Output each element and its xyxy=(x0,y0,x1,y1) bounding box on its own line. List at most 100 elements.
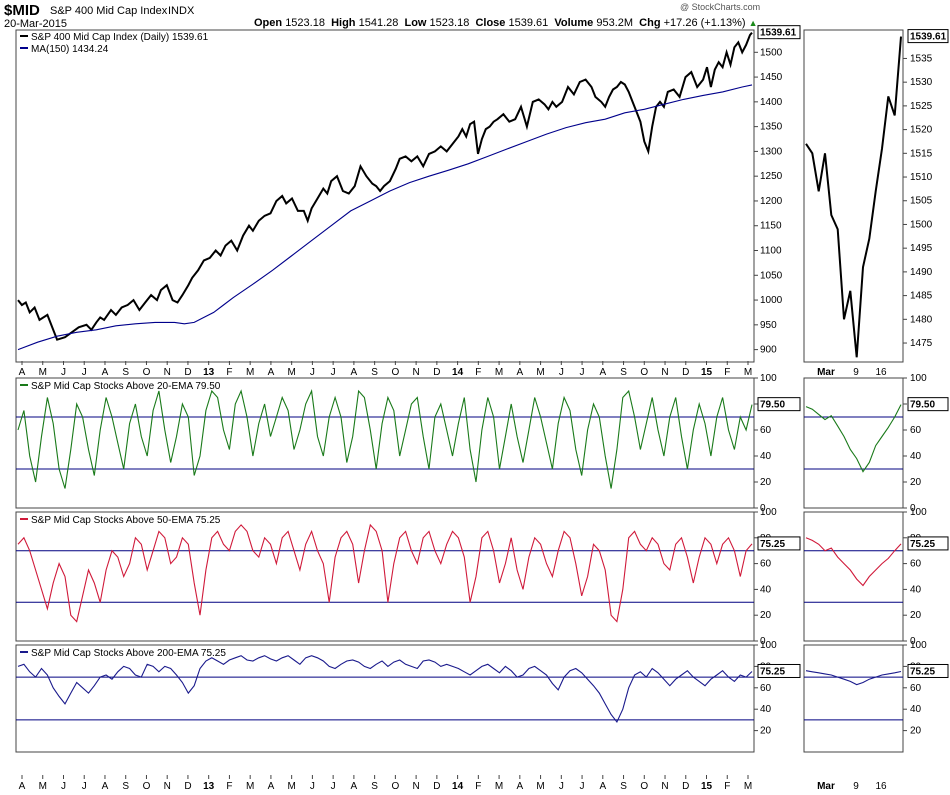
x-axis-label: S xyxy=(620,781,627,792)
y-tick-label: 1250 xyxy=(760,171,783,182)
x-axis-label: N xyxy=(661,367,668,378)
x-axis-label: O xyxy=(143,781,151,792)
x-axis-label: D xyxy=(682,781,689,792)
y-tick-label: 950 xyxy=(760,320,777,331)
chg-value: +17.26 (+1.13%) xyxy=(663,17,746,29)
high-value: 1541.28 xyxy=(358,17,399,29)
y-tick-label: 1480 xyxy=(910,314,933,325)
detail-x-axis-label: Mar xyxy=(817,367,835,378)
series-line-primary xyxy=(805,537,902,587)
x-axis-label: A xyxy=(599,367,606,378)
volume-value: 953.2M xyxy=(596,17,634,29)
y-tick-label: 100 xyxy=(760,373,777,384)
open-label: Open xyxy=(254,17,283,29)
y-tick-label: 1485 xyxy=(910,291,933,302)
x-axis-label: 14 xyxy=(452,367,464,378)
detail-x-axis-label: 16 xyxy=(875,367,887,378)
open-value: 1523.18 xyxy=(285,17,325,29)
detail-x-axis-label: Mar xyxy=(817,781,835,792)
x-axis-label: D xyxy=(433,367,440,378)
x-axis-label: O xyxy=(391,367,399,378)
index-name: S&P 400 Mid Cap Index xyxy=(50,5,168,17)
y-tick-label: 60 xyxy=(760,425,772,436)
y-tick-label: 1100 xyxy=(760,246,782,257)
x-axis-label: F xyxy=(475,367,481,378)
x-axis-label: N xyxy=(412,781,419,792)
x-axis-label: M xyxy=(744,781,752,792)
x-axis-label: F xyxy=(226,367,232,378)
low-value: 1523.18 xyxy=(429,17,470,29)
x-axis-label: N xyxy=(412,367,419,378)
close-value: 1539.61 xyxy=(508,17,549,29)
last-value-label: 79.50 xyxy=(910,400,935,411)
x-axis-label: S xyxy=(371,781,378,792)
panel-title: S&P Mid Cap Stocks Above 200-EMA 75.25 xyxy=(31,648,226,659)
y-tick-label: 40 xyxy=(760,704,772,715)
x-axis-label: J xyxy=(310,781,315,792)
y-tick-label: 20 xyxy=(760,610,772,621)
detail-x-axis-label: 16 xyxy=(875,781,887,792)
x-axis-label: D xyxy=(433,781,440,792)
legend-price: S&P 400 Mid Cap Index (Daily) 1539.61 xyxy=(31,32,209,43)
x-axis-label: 14 xyxy=(452,781,464,792)
y-tick-label: 20 xyxy=(760,477,772,488)
symbol: $MID xyxy=(4,2,40,19)
last-value-label: 1539.61 xyxy=(910,32,947,43)
panel-frame-detail xyxy=(803,511,904,642)
x-axis-label: S xyxy=(122,367,129,378)
y-tick-label: 100 xyxy=(910,373,927,384)
low-label: Low xyxy=(404,17,427,29)
watermark: @ StockCharts.com xyxy=(680,2,761,12)
last-value-label: 75.25 xyxy=(910,666,935,677)
up-arrow-icon: ▲ xyxy=(748,18,758,28)
x-axis-label: M xyxy=(287,781,295,792)
x-axis-label: A xyxy=(516,367,523,378)
y-tick-label: 1505 xyxy=(910,196,933,207)
x-axis-label: J xyxy=(331,781,336,792)
x-axis-label: F xyxy=(475,781,481,792)
y-tick-label: 60 xyxy=(760,683,772,694)
x-axis-label: J xyxy=(82,367,87,378)
x-axis-label: M xyxy=(246,367,254,378)
y-tick-label: 0 xyxy=(910,503,916,514)
last-value-box xyxy=(907,536,949,551)
y-tick-label: 1050 xyxy=(760,270,783,281)
x-axis-label: A xyxy=(516,781,523,792)
series-line-primary xyxy=(17,389,753,489)
x-axis-label: J xyxy=(331,367,336,378)
x-axis-label: D xyxy=(184,781,191,792)
y-tick-label: 40 xyxy=(760,451,772,462)
y-tick-label: 20 xyxy=(910,726,922,737)
series-line-primary xyxy=(17,523,753,623)
x-axis-label: O xyxy=(640,367,648,378)
y-tick-label: 100 xyxy=(760,640,777,651)
x-axis-label: 15 xyxy=(701,781,713,792)
y-tick-label: 60 xyxy=(760,559,772,570)
x-axis-label: J xyxy=(61,781,66,792)
y-tick-label: 1525 xyxy=(910,101,933,112)
last-value-label: 79.50 xyxy=(760,400,785,411)
high-label: High xyxy=(331,17,356,29)
y-tick-label: 1150 xyxy=(760,221,782,232)
y-tick-label: 1520 xyxy=(910,125,933,136)
x-axis-label: F xyxy=(226,781,232,792)
x-axis-label: 13 xyxy=(203,781,215,792)
x-axis-label: J xyxy=(61,367,66,378)
x-axis-label: O xyxy=(640,781,648,792)
y-tick-label: 60 xyxy=(910,683,922,694)
x-axis-label: S xyxy=(122,781,129,792)
x-axis-label: A xyxy=(102,367,109,378)
last-value-label: 75.25 xyxy=(760,539,785,550)
y-tick-label: 20 xyxy=(760,726,772,737)
x-axis-label: N xyxy=(164,367,171,378)
x-axis-label: S xyxy=(371,367,378,378)
y-tick-label: 1300 xyxy=(760,146,783,157)
last-value-box xyxy=(757,663,801,678)
y-tick-label: 1515 xyxy=(910,148,933,159)
x-axis-label: J xyxy=(580,781,585,792)
detail-x-axis-label: 9 xyxy=(853,367,859,378)
ohlc-bar: Open 1523.18 High 1541.28 Low 1523.18 Cl… xyxy=(254,17,758,29)
detail-x-axis-label: 9 xyxy=(853,781,859,792)
x-axis-label: J xyxy=(559,367,564,378)
y-tick-label: 0 xyxy=(910,636,916,647)
